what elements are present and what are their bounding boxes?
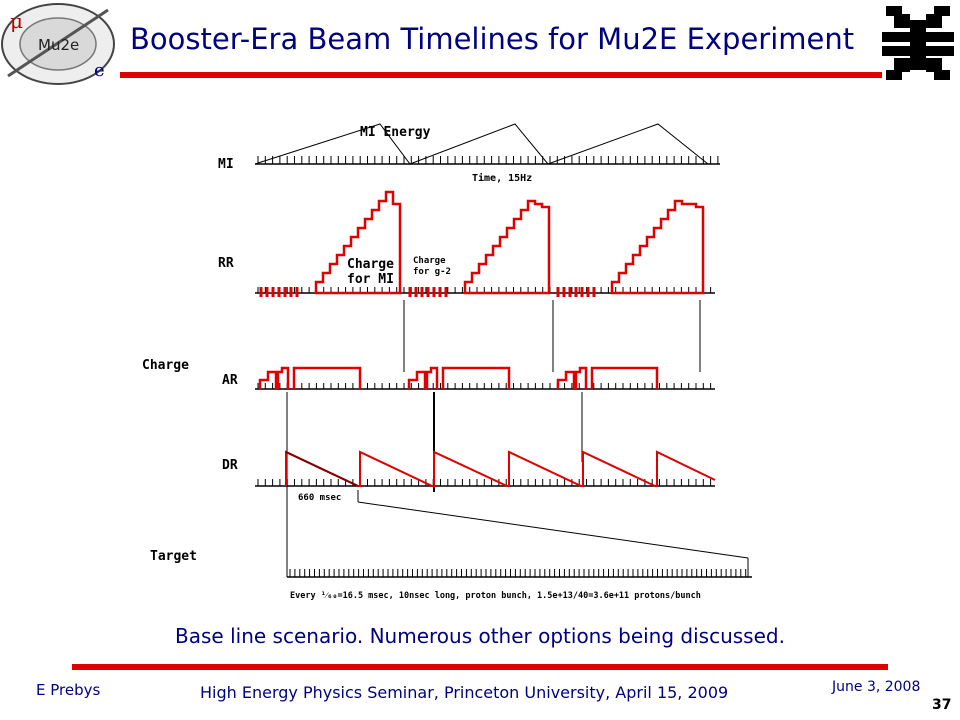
rr-staircase-1 <box>314 190 402 295</box>
footer-date: June 3, 2008 <box>832 679 921 695</box>
target-label: Target <box>150 549 197 564</box>
footer-event: High Energy Physics Seminar, Princeton U… <box>200 683 729 702</box>
ar-label: AR <box>222 373 238 388</box>
footer-divider <box>72 664 888 670</box>
ar-timeline-ticks <box>257 383 712 389</box>
fermilab-logo <box>882 6 954 80</box>
title-divider <box>120 72 882 78</box>
rr-staircase-2 <box>463 199 551 295</box>
charge-label: Charge <box>142 358 189 373</box>
mi-timeline-ticks <box>257 156 719 164</box>
e-symbol-text: e <box>94 60 105 81</box>
mi-energy-label: MI Energy <box>360 125 431 140</box>
slide-caption: Base line scenario. Numerous other optio… <box>175 624 785 648</box>
page-number: 37 <box>932 697 952 713</box>
dr-sawtooth <box>285 450 716 487</box>
rr-charge-bursts <box>259 287 596 297</box>
bunch-note: Every ¹⁄₆₀=16.5 msec, 10nsec long, proto… <box>290 591 701 601</box>
target-timeline-ticks <box>289 569 747 577</box>
footer-author: E Prebys <box>36 681 101 699</box>
ar-traces <box>258 366 659 389</box>
charge-for-g2-line1: Charge <box>413 256 446 266</box>
rr-staircase-3 <box>610 199 705 295</box>
mi-label: MI <box>218 157 234 172</box>
charge-for-mi-line1: Charge <box>347 257 394 272</box>
dr-period-label: 660 msec <box>298 493 341 503</box>
charge-for-mi-line2: for MI <box>347 272 394 287</box>
mu-symbol-text: μ <box>10 9 23 33</box>
dr-label: DR <box>222 458 238 473</box>
beam-timeline-diagram: MI Energy MI Time, 15Hz RR Charge for MI… <box>130 110 780 610</box>
mu2e-logo: μ Mu2e e <box>0 0 124 90</box>
mi-energy-trace <box>254 123 709 165</box>
mu2e-logo-text: Mu2e <box>38 36 79 54</box>
time-label: Time, 15Hz <box>472 172 532 184</box>
rr-label: RR <box>218 256 234 271</box>
slide-title: Booster-Era Beam Timelines for Mu2E Expe… <box>130 22 855 56</box>
charge-for-g2-line2: for g-2 <box>413 267 451 277</box>
